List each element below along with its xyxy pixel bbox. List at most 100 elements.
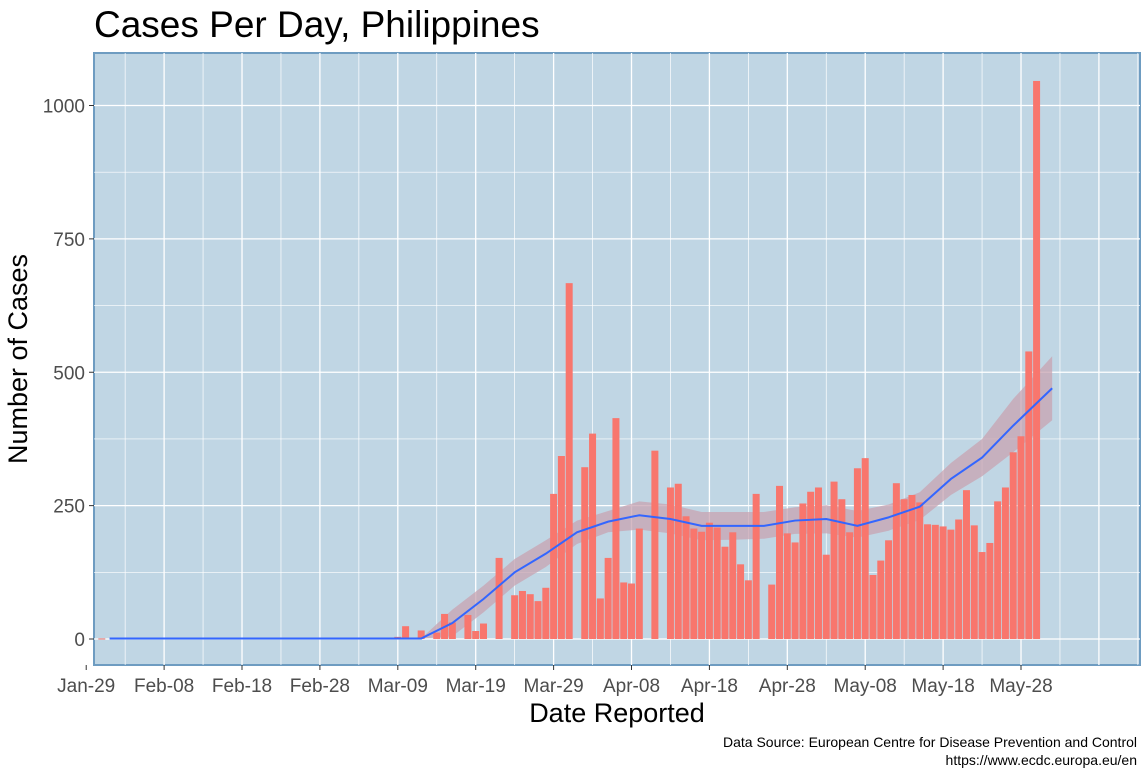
bar-2020-04-30 [799,503,807,639]
y-tick-label: 0 [74,630,85,651]
bar-2020-05-04 [830,481,838,639]
bar-2020-04-02 [581,467,589,639]
bar-2020-05-22 [970,525,978,639]
x-tick-label: Apr-28 [759,676,816,697]
bar-2020-04-16 [690,528,698,639]
bar-2020-03-31 [565,283,573,639]
bar-2020-05-09 [869,574,877,639]
bar-2020-05-08 [861,458,869,639]
bar-2020-04-29 [791,542,799,639]
bar-2020-05-06 [846,532,854,639]
bar-2020-03-25 [518,590,526,639]
bar-2020-05-28 [1017,436,1025,639]
bar-2020-01-31 [98,638,106,640]
bar-2020-04-04 [596,598,604,639]
bar-2020-05-21 [962,490,970,639]
bar-2020-03-22 [495,557,503,639]
x-tick-label: Apr-18 [681,676,738,697]
bar-2020-03-20 [480,623,487,639]
bar-2020-05-18 [939,526,947,639]
bar-2020-05-25 [994,501,1002,639]
bar-2020-04-24 [752,493,760,639]
bar-2020-04-03 [589,433,597,639]
bar-2020-05-17 [931,524,939,639]
bar-2020-03-30 [557,456,565,639]
bar-2020-05-24 [986,542,994,639]
bar-2020-05-20 [955,519,963,639]
x-tick-label: May-08 [834,676,897,697]
gridlines [85,53,1140,665]
x-tick-label: Mar-29 [524,676,584,697]
bar-2020-04-14 [674,483,682,639]
bar-2020-03-19 [472,630,480,639]
trend-line [109,387,1053,640]
y-axis: 0 250 500 750 1000 [43,97,94,651]
bar-2020-03-27 [534,601,542,639]
bar-2020-04-07 [620,582,628,639]
bar-2020-05-07 [853,468,861,639]
chart-title: Cases Per Day, Philippines [94,4,540,45]
bar-2020-03-29 [550,493,558,639]
x-tick-label: Mar-19 [446,676,506,697]
x-tick-label: Apr-08 [603,676,660,697]
bar-2020-04-26 [768,584,776,639]
bar-2020-04-17 [698,531,706,639]
bar-2020-05-26 [1001,487,1009,639]
bar-2020-05-02 [814,487,822,639]
x-tick-label: May-28 [989,676,1052,697]
x-tick-label: Feb-28 [290,676,350,697]
bar-2020-05-03 [822,554,830,639]
bar-2020-04-05 [604,557,612,639]
bars [98,80,1041,640]
bar-2020-03-28 [542,587,550,639]
bar-2020-03-18 [464,614,472,639]
bar-2020-05-19 [947,529,955,639]
y-axis-title: Number of Cases [3,254,33,464]
bar-2020-03-16 [448,622,456,639]
source-caption: Data Source: European Centre for Disease… [723,734,1137,750]
bar-2020-05-23 [978,552,986,639]
bar-2020-05-14 [908,494,916,639]
bar-2020-05-15 [916,502,924,639]
bar-2020-03-24 [511,595,519,639]
y-tick-label: 1000 [43,97,85,118]
bar-2020-05-10 [877,560,885,639]
x-tick-label: Feb-08 [134,676,194,697]
bar-2020-05-01 [807,491,815,639]
x-axis-title: Date Reported [529,698,705,728]
x-tick-label: Jan-29 [57,676,115,697]
bar-2020-03-14 [433,632,441,639]
bar-2020-05-29 [1025,351,1033,639]
x-tick-label: Mar-09 [368,676,428,697]
x-axis: Jan-29 Feb-08 Feb-18 Feb-28 Mar-09 Mar-19 Mar-… [57,665,1053,697]
x-tick-label: Feb-18 [212,676,272,697]
bar-2020-05-30 [1033,80,1041,640]
y-tick-label: 750 [53,230,85,251]
bar-2020-05-12 [892,483,900,639]
bar-2020-04-28 [783,533,791,639]
bar-2020-04-13 [666,487,674,639]
bar-2020-04-20 [721,546,729,639]
bar-2020-04-11 [651,450,659,639]
bar-2020-04-06 [612,418,620,639]
bar-2020-05-11 [885,540,893,639]
bar-2020-04-09 [635,528,643,639]
bar-2020-05-27 [1009,452,1017,639]
bar-2020-04-27 [776,485,784,639]
bar-2020-04-21 [729,532,737,639]
bar-2020-03-10 [402,626,410,639]
y-tick-label: 500 [53,363,85,384]
bar-2020-04-08 [628,583,636,639]
x-tick-label: May-18 [911,676,974,697]
bar-2020-04-23 [744,580,752,639]
bar-2020-04-18 [705,522,713,639]
y-tick-label: 250 [53,497,85,518]
bar-2020-04-22 [737,564,745,639]
source-url: https://www.ecdc.europa.eu/en [946,752,1137,768]
bar-2020-04-15 [682,516,690,639]
bar-2020-05-16 [924,524,932,639]
bar-2020-04-19 [713,527,721,639]
bar-2020-03-12 [417,630,425,639]
bar-2020-05-13 [900,499,908,639]
